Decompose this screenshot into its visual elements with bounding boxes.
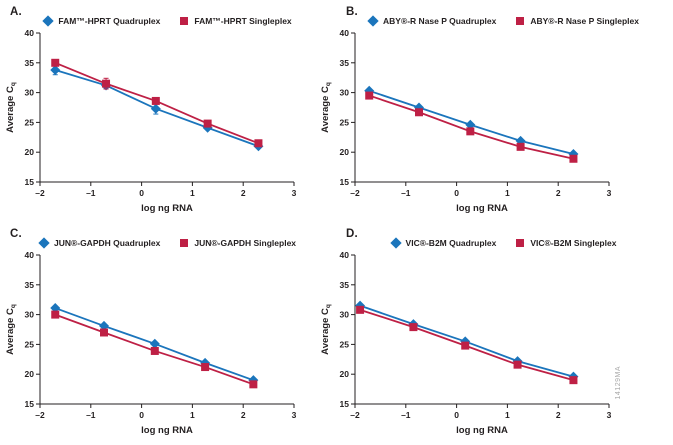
svg-text:20: 20	[25, 147, 35, 157]
chart-a: –2 –1 0 1 2 3 15 20 25 30 35 40 log ng RNA Average Cq	[5, 28, 297, 214]
chart-d: –2 –1 0 1 2 3 15 20 25 30 35 40 log ng RNA Average Cq	[320, 250, 612, 436]
legend-item: VIC®-B2M Quadruplex	[389, 237, 497, 249]
svg-text:15: 15	[25, 177, 35, 187]
legend-c: JUN®-GAPDH Quadruplex JUN®-GAPDH Singlepl…	[0, 237, 336, 249]
legend-label: ABY®-R Nase P Singleplex	[530, 16, 639, 26]
chart-c: –2 –1 0 1 2 3 15 20 25 30 35 40 log ng RNA Average Cq	[5, 250, 297, 436]
svg-text:0: 0	[454, 410, 459, 420]
panel-a-letter: A.	[10, 6, 22, 18]
svg-text:30: 30	[340, 310, 350, 320]
svg-text:0: 0	[139, 410, 144, 420]
svg-text:30: 30	[340, 88, 350, 98]
svg-text:–2: –2	[35, 188, 45, 198]
legend-label: VIC®-B2M Singleplex	[530, 238, 617, 248]
svg-text:–1: –1	[86, 410, 96, 420]
legend-item: JUN®-GAPDH Singleplex	[180, 238, 296, 248]
legend-label: JUN®-GAPDH Quadruplex	[53, 238, 161, 248]
legend-label: FAM™-HPRT Quadruplex	[58, 16, 161, 26]
svg-text:35: 35	[25, 58, 35, 68]
legend-item: ABY®-R Nase P Singleplex	[516, 16, 639, 26]
legend-item: FAM™-HPRT Quadruplex	[42, 15, 161, 27]
square-marker-icon	[516, 239, 525, 247]
svg-text:1: 1	[505, 410, 510, 420]
panel-c-letter: C.	[10, 228, 22, 240]
legend-b: ABY®-R Nase P Quadruplex ABY®-R Nase P Si…	[336, 15, 672, 27]
svg-text:1: 1	[190, 410, 195, 420]
svg-text:25: 25	[340, 339, 350, 349]
svg-text:35: 35	[340, 280, 350, 290]
svg-text:3: 3	[607, 188, 612, 198]
svg-text:log ng RNA: log ng RNA	[456, 203, 508, 214]
svg-text:35: 35	[340, 58, 350, 68]
svg-text:–2: –2	[350, 410, 360, 420]
panel-b: B. ABY®-R Nase P Quadruplex ABY®-R Nase P…	[320, 0, 672, 222]
svg-text:Average Cq: Average Cq	[320, 82, 332, 133]
legend-item: FAM™-HPRT Singleplex	[180, 16, 292, 26]
svg-text:log ng RNA: log ng RNA	[141, 425, 193, 436]
svg-text:15: 15	[25, 399, 35, 409]
svg-text:30: 30	[25, 88, 35, 98]
panel-d: D. VIC®-B2M Quadruplex VIC®-B2M Singleple…	[320, 222, 672, 444]
legend-a: FAM™-HPRT Quadruplex FAM™-HPRT Singleplex	[0, 15, 336, 27]
svg-text:25: 25	[25, 339, 35, 349]
legend-label: ABY®-R Nase P Quadruplex	[383, 16, 497, 26]
svg-text:2: 2	[556, 410, 561, 420]
svg-text:15: 15	[340, 177, 350, 187]
square-marker-icon	[516, 17, 525, 25]
svg-text:40: 40	[340, 28, 350, 38]
legend-item: ABY®-R Nase P Quadruplex	[367, 15, 497, 27]
svg-text:0: 0	[139, 188, 144, 198]
svg-text:35: 35	[25, 280, 35, 290]
panel-a: A. FAM™-HPRT Quadruplex FAM™-HPRT Singlep…	[0, 0, 336, 222]
svg-text:1: 1	[505, 188, 510, 198]
legend-item: JUN®-GAPDH Quadruplex	[38, 237, 161, 249]
watermark-text: 14129MA	[614, 366, 622, 400]
svg-text:2: 2	[241, 410, 246, 420]
panel-d-letter: D.	[346, 228, 358, 240]
watermark-code: 14129MA	[612, 353, 624, 413]
svg-text:2: 2	[556, 188, 561, 198]
svg-text:Average Cq: Average Cq	[5, 304, 17, 355]
svg-text:1: 1	[190, 188, 195, 198]
svg-text:log ng RNA: log ng RNA	[141, 203, 193, 214]
svg-text:40: 40	[340, 250, 350, 260]
svg-text:20: 20	[25, 369, 35, 379]
svg-text:Average Cq: Average Cq	[320, 304, 332, 355]
svg-text:40: 40	[25, 28, 35, 38]
svg-text:25: 25	[340, 117, 350, 127]
square-marker-icon	[180, 239, 189, 247]
legend-d: VIC®-B2M Quadruplex VIC®-B2M Singleplex	[336, 237, 672, 249]
panel-c: C. JUN®-GAPDH Quadruplex JUN®-GAPDH Singl…	[0, 222, 336, 444]
svg-text:3: 3	[607, 410, 612, 420]
svg-text:log ng RNA: log ng RNA	[456, 425, 508, 436]
legend-label: VIC®-B2M Quadruplex	[405, 238, 497, 248]
svg-text:2: 2	[241, 188, 246, 198]
svg-text:–1: –1	[86, 188, 96, 198]
svg-text:3: 3	[292, 410, 297, 420]
svg-text:–2: –2	[350, 188, 360, 198]
svg-text:0: 0	[454, 188, 459, 198]
svg-text:20: 20	[340, 147, 350, 157]
svg-text:–1: –1	[401, 188, 411, 198]
square-marker-icon	[180, 17, 189, 25]
legend-label: JUN®-GAPDH Singleplex	[194, 238, 297, 248]
svg-text:–1: –1	[401, 410, 411, 420]
panel-b-letter: B.	[346, 6, 358, 18]
svg-text:3: 3	[292, 188, 297, 198]
svg-text:40: 40	[25, 250, 35, 260]
svg-text:20: 20	[340, 369, 350, 379]
svg-text:–2: –2	[35, 410, 45, 420]
chart-b: –2 –1 0 1 2 3 15 20 25 30 35 40 log ng RNA Average Cq	[320, 28, 612, 214]
legend-item: VIC®-B2M Singleplex	[516, 238, 616, 248]
svg-text:Average Cq: Average Cq	[5, 82, 17, 133]
svg-text:25: 25	[25, 117, 35, 127]
legend-label: FAM™-HPRT Singleplex	[194, 16, 292, 26]
svg-text:15: 15	[340, 399, 350, 409]
svg-text:30: 30	[25, 310, 35, 320]
